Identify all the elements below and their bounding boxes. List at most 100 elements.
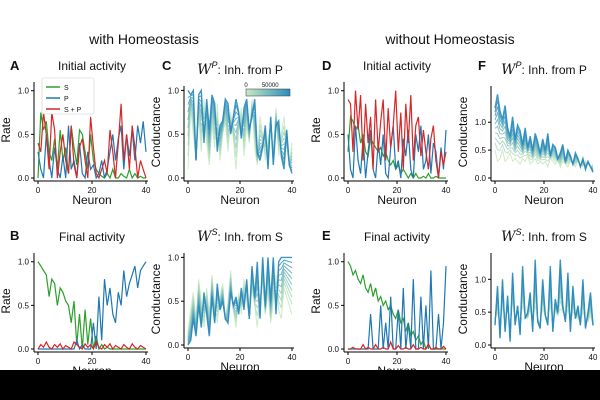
x-axis-label: Neuron [220, 360, 259, 370]
conductance-curve [494, 132, 594, 168]
x-tick-label: 40 [589, 186, 598, 195]
title-w: W [501, 62, 517, 78]
conductance-curve [494, 94, 594, 173]
colorbar-tick-label: 0 [244, 83, 248, 89]
conductance-curve [494, 148, 594, 169]
y-axis-label: Rate [0, 117, 13, 143]
y-tick-label: 0.0 [475, 341, 487, 350]
panel-letter: D [322, 58, 331, 73]
panel-letter: E [322, 228, 331, 243]
panel-letter: A [10, 58, 20, 73]
x-tick-label: 20 [236, 353, 245, 362]
title-rest: : Inh. from P [522, 63, 587, 77]
y-tick-label: 1.0 [168, 253, 180, 262]
panel-title: Final activity [364, 230, 430, 244]
legend-label: S [64, 85, 69, 92]
x-tick-label: 0 [186, 186, 191, 195]
y-tick-label: 0.5 [328, 130, 340, 139]
panel-f2: WS: Inh. from S 0 20 40 0.0 0.5 1.0 Neuron Condu… [456, 227, 598, 370]
title-rest: : Inh. from P [218, 63, 283, 77]
x-tick-label: 0 [36, 357, 41, 366]
panel-title: Final activity [59, 230, 125, 244]
panel-f: F WP: Inh. from P0 20 400.00.51.0NeuronCond… [456, 58, 598, 207]
title-superscript: S [516, 227, 522, 237]
x-tick-label: 40 [288, 186, 297, 195]
conductance-curve [494, 118, 594, 170]
conductance-curve [494, 125, 594, 169]
conductance-curve [494, 137, 594, 168]
y-tick-label: 0.0 [168, 341, 180, 350]
panel-letter: F [478, 58, 486, 73]
x-axis-label: Neuron [377, 364, 416, 370]
panel-title: WS: Inh. from S [197, 227, 283, 245]
series-line-sp [348, 340, 447, 350]
y-tick-label: 0.0 [475, 174, 487, 183]
panel-letter: B [10, 228, 19, 243]
figure-svg: with Homeostasis without Homeostasis A In… [0, 31, 598, 370]
panel-d: D Initial activity 0 20 40 0.0 0.5 1.0 Neuron Rat… [309, 58, 451, 207]
y-tick-label: 0.5 [475, 146, 487, 155]
x-tick-label: 0 [346, 186, 351, 195]
panel-title: WP: Inh. from P [501, 60, 587, 78]
x-tick-label: 20 [540, 353, 549, 362]
x-tick-label: 20 [393, 186, 402, 195]
y-tick-label: 1.0 [18, 258, 30, 267]
panel-e: E Final activity 0 20 40 0.0 0.5 1.0 Neuron Rate [309, 228, 451, 370]
x-axis-label: Neuron [72, 364, 111, 370]
y-tick-label: 1.0 [475, 118, 487, 127]
y-tick-label: 1.0 [18, 87, 30, 96]
panel-c: C WP: Inh. from P 0 20 40 0.0 0.5 1.0 Neuron Cond… [149, 58, 297, 207]
panel-title: WP: Inh. from P [197, 60, 283, 78]
x-tick-label: 40 [442, 186, 451, 195]
title-w: W [501, 229, 517, 245]
title-rest: : Inh. from S [522, 230, 587, 244]
y-axis-label: Conductance [456, 263, 470, 334]
series-line-sp [347, 90, 447, 179]
x-axis-label: Neuron [72, 193, 111, 207]
panel-b: B Final activity 0 20 40 0.0 0.5 1.0 Neuron Rate [0, 228, 151, 370]
y-tick-label: 1.0 [328, 258, 340, 267]
x-axis-label: Neuron [524, 193, 563, 207]
title-superscript: P [212, 60, 218, 70]
title-rest: : Inh. from S [218, 230, 283, 244]
series-line-p [348, 266, 447, 350]
y-axis-label: Rate [309, 117, 323, 143]
y-tick-label: 0.5 [18, 130, 30, 139]
x-axis-label: Neuron [524, 360, 563, 370]
x-tick-label: 40 [142, 186, 151, 195]
x-tick-label: 20 [393, 357, 402, 366]
x-tick-label: 20 [88, 357, 97, 366]
y-tick-label: 1.0 [475, 275, 487, 284]
title-superscript: S [212, 227, 218, 237]
y-tick-label: 0.5 [475, 308, 487, 317]
heading-with-homeostasis: with Homeostasis [88, 31, 199, 47]
panel-letter: C [162, 58, 172, 73]
x-axis-label: Neuron [377, 193, 416, 207]
x-tick-label: 40 [288, 353, 297, 362]
x-tick-label: 0 [493, 186, 498, 195]
conductance-curve [494, 259, 594, 342]
y-tick-label: 0.0 [328, 174, 340, 183]
panel-a: A Initial activity 0 20 40 0.0 0.5 1.0 Neuron Rat… [0, 58, 151, 207]
y-axis-label: Conductance [456, 96, 470, 167]
panels-group: A Initial activity 0 20 40 0.0 0.5 1.0 Neuron Rat… [0, 58, 598, 370]
title-w: W [197, 62, 213, 78]
x-tick-label: 40 [589, 353, 598, 362]
y-tick-label: 0.0 [18, 174, 30, 183]
y-tick-label: 1.0 [168, 86, 180, 95]
panel-title: WS: Inh. from S [501, 227, 587, 245]
heading-without-homeostasis: without Homeostasis [384, 31, 514, 47]
series-line-p [38, 261, 147, 351]
figure-canvas: with Homeostasis without Homeostasis A In… [0, 0, 600, 370]
colorbar [245, 88, 291, 97]
x-tick-label: 0 [186, 353, 191, 362]
x-tick-label: 0 [346, 357, 351, 366]
colorbar-tick-label: 50000 [262, 83, 279, 89]
x-axis-label: Neuron [220, 193, 259, 207]
y-tick-label: 0.0 [328, 345, 340, 354]
y-tick-label: 1.0 [328, 87, 340, 96]
x-tick-label: 20 [236, 186, 245, 195]
conductance-curve [187, 87, 293, 174]
panel-title: Initial activity [58, 59, 126, 73]
y-axis-label: Conductance [149, 96, 163, 167]
